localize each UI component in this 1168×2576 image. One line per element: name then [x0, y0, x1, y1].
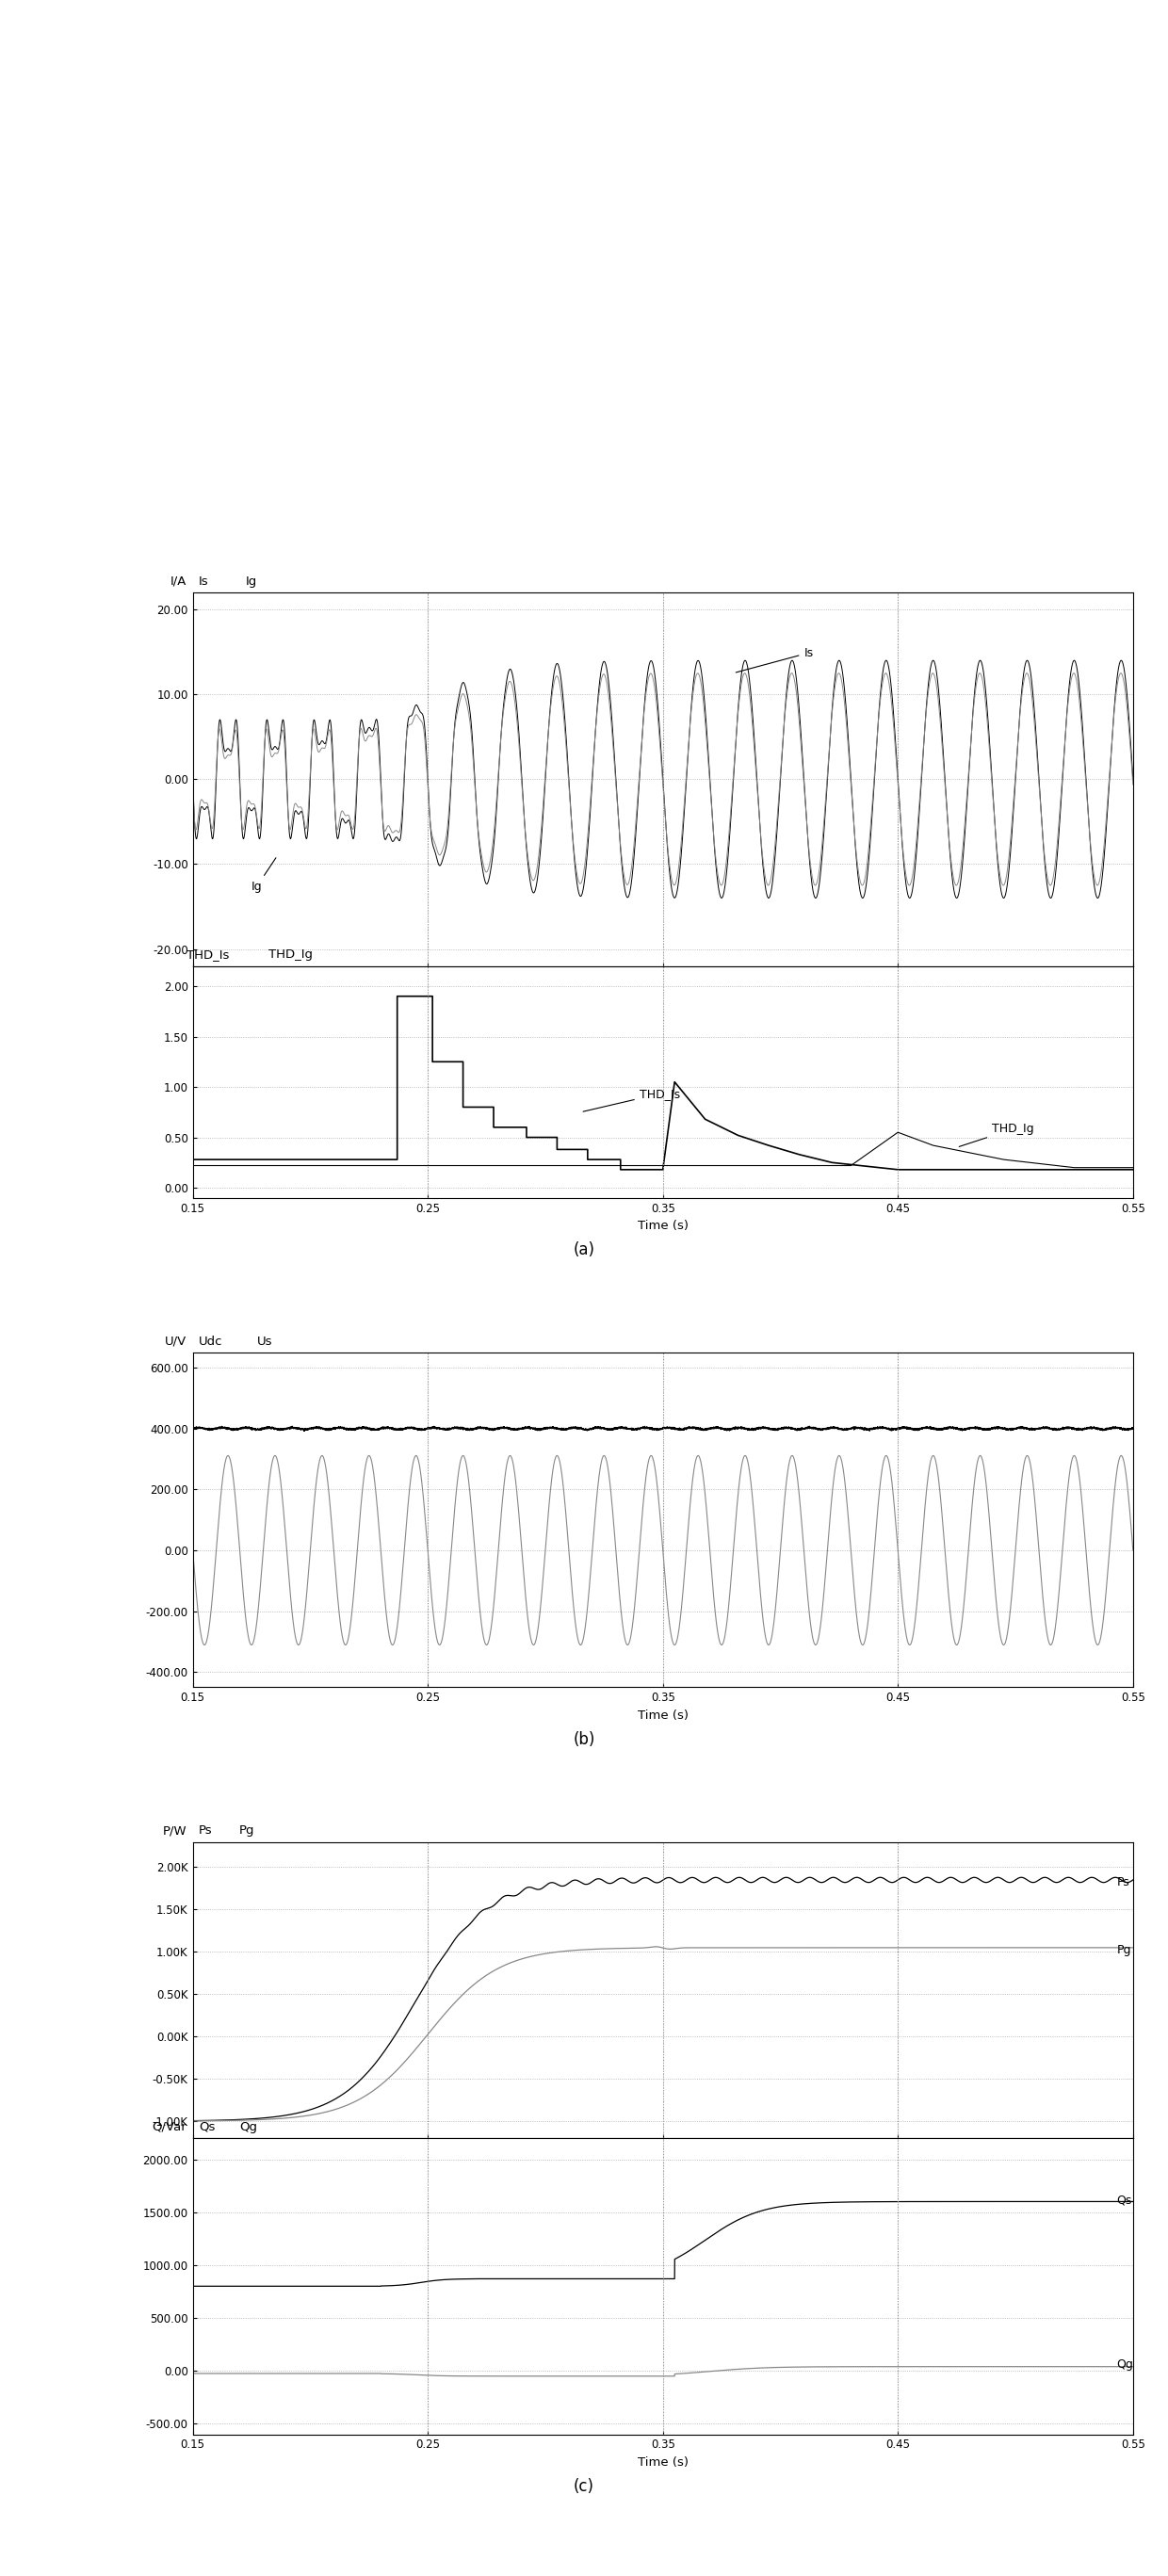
- Text: Pg: Pg: [239, 1824, 255, 1837]
- Text: U/V: U/V: [165, 1334, 187, 1347]
- Text: I/A: I/A: [171, 574, 187, 587]
- Text: Q/Var: Q/Var: [152, 2120, 187, 2133]
- Text: P/W: P/W: [162, 1824, 187, 1837]
- Text: Is: Is: [736, 647, 813, 672]
- Text: Us: Us: [257, 1334, 272, 1347]
- Text: Pg: Pg: [1117, 1945, 1131, 1955]
- Text: THD_Is: THD_Is: [187, 948, 230, 961]
- Text: Ig: Ig: [245, 574, 257, 587]
- Text: Ig: Ig: [251, 858, 276, 891]
- Text: Is: Is: [199, 574, 209, 587]
- X-axis label: Time (s): Time (s): [638, 2458, 688, 2468]
- Text: Qs: Qs: [1117, 2195, 1132, 2208]
- Text: (c): (c): [573, 2478, 595, 2494]
- Text: THD_Ig: THD_Ig: [269, 948, 313, 961]
- Text: Qg: Qg: [1117, 2357, 1133, 2370]
- Text: (a): (a): [573, 1242, 595, 1257]
- Text: THD_Is: THD_Is: [583, 1087, 680, 1113]
- Text: Ps: Ps: [199, 1824, 213, 1837]
- Text: Qg: Qg: [239, 2120, 257, 2133]
- Text: Ps: Ps: [1117, 1875, 1129, 1888]
- Text: Qs: Qs: [199, 2120, 215, 2133]
- X-axis label: Time (s): Time (s): [638, 1710, 688, 1721]
- Text: THD_Ig: THD_Ig: [959, 1123, 1034, 1146]
- X-axis label: Time (s): Time (s): [638, 1221, 688, 1231]
- Text: (b): (b): [573, 1731, 595, 1747]
- Text: Udc: Udc: [199, 1334, 223, 1347]
